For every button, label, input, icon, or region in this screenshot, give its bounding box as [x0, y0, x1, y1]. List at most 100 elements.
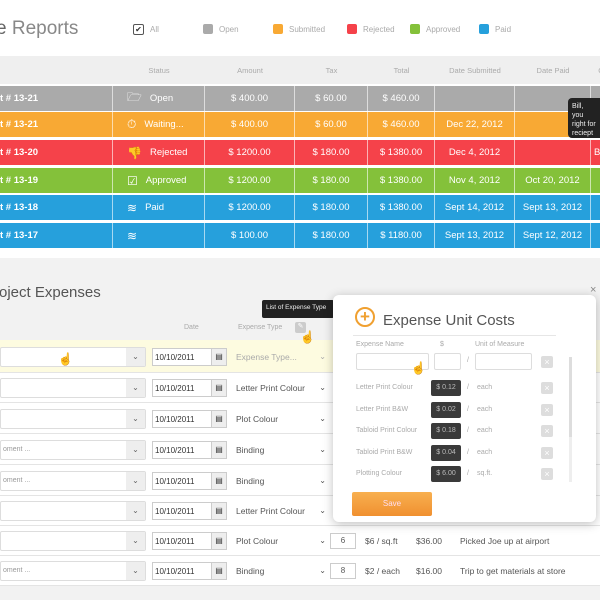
report-name[interactable]: t # 13-21 — [0, 86, 113, 111]
expense-type-select[interactable]: Expense Type... ⌄ — [236, 351, 326, 362]
remove-item-button[interactable]: × — [541, 468, 553, 480]
save-button[interactable]: Save — [352, 492, 432, 516]
edit-expense-types-icon[interactable]: ✎ — [295, 322, 306, 333]
chevron-down-icon[interactable]: ⌄ — [126, 379, 145, 397]
expense-type-select[interactable]: Plot Colour ⌄ — [236, 536, 326, 546]
column-header[interactable]: C — [591, 66, 600, 75]
report-row[interactable]: t # 13-18 ≋ Paid $ 1200.00 $ 180.00 $ 1380.0… — [0, 195, 600, 220]
date-input[interactable]: 10/10/2011 ▤ — [152, 532, 227, 550]
quantity-input[interactable]: 6 — [330, 533, 356, 549]
project-select[interactable]: oment ... ⌄ — [0, 439, 146, 460]
calendar-icon[interactable]: ▤ — [211, 563, 226, 579]
rate: $2 / each — [365, 566, 400, 576]
price-value[interactable]: $ 0.18 — [431, 423, 461, 439]
legend-filter-approved[interactable]: Approved — [410, 24, 460, 34]
status-swatch — [347, 24, 357, 34]
chevron-down-icon[interactable]: ⌄ — [126, 562, 145, 580]
cell-tax: $ 60.00 — [295, 86, 368, 111]
remove-item-button[interactable]: × — [541, 425, 553, 437]
date-input[interactable]: 10/10/2011 ▤ — [152, 440, 227, 459]
column-header[interactable]: Date Submitted — [449, 66, 501, 75]
date-input[interactable]: 10/10/2011 ▤ — [152, 409, 227, 428]
expense-type-select[interactable]: Binding ⌄ — [236, 475, 326, 486]
price-value[interactable]: $ 0.04 — [431, 444, 461, 461]
report-row[interactable]: t # 13-19 ☑ Approved $ 1200.00 $ 180.00 $ 13… — [0, 168, 600, 193]
remove-item-button[interactable]: × — [541, 403, 553, 416]
column-header[interactable]: Date Paid — [536, 66, 570, 75]
expense-row: oment ... ⌄ 10/10/2011 ▤ Binding ⌄ 8 $2 / e… — [0, 556, 600, 586]
chevron-down-icon[interactable]: ⌄ — [126, 347, 145, 366]
project-select[interactable]: oment ... ⌄ — [0, 470, 146, 491]
scrollbar[interactable] — [569, 357, 572, 482]
calendar-icon[interactable]: ▤ — [211, 472, 226, 489]
chevron-down-icon[interactable]: ⌄ — [126, 409, 145, 428]
report-row[interactable]: t # 13-21 ⏱ Waiting... $ 400.00 $ 60.00 $ 46… — [0, 112, 600, 137]
item-name: Letter Print B&W — [356, 405, 409, 413]
clear-new-button[interactable]: × — [541, 356, 553, 368]
calendar-icon[interactable]: ▤ — [211, 441, 226, 458]
date-input[interactable]: 10/10/2011 ▤ — [152, 379, 227, 397]
report-row[interactable]: t # 13-21 🗁 Open $ 400.00 $ 60.00 $ 460.00 — [0, 86, 600, 111]
legend-filter-paid[interactable]: Paid — [479, 24, 511, 34]
calendar-icon[interactable]: ▤ — [211, 380, 226, 396]
legend-filter-open[interactable]: Open — [203, 24, 239, 34]
calendar-icon[interactable]: ▤ — [211, 410, 226, 427]
report-name[interactable]: t # 13-18 — [0, 195, 113, 220]
column-header[interactable]: Amount — [237, 66, 263, 75]
project-select[interactable]: ⌄ — [0, 346, 146, 367]
expense-type-select[interactable]: Letter Print Colour ⌄ — [236, 383, 326, 393]
project-select[interactable]: ⌄ — [0, 378, 146, 398]
price-value[interactable]: $ 0.02 — [431, 401, 461, 418]
cell-tax: $ 180.00 — [295, 168, 368, 193]
column-header[interactable]: Tax — [325, 66, 338, 75]
legend-filter-all[interactable]: ✔ All — [133, 24, 159, 35]
calendar-icon[interactable]: ▤ — [211, 503, 226, 519]
project-select[interactable]: ⌄ — [0, 501, 146, 521]
expense-type-select[interactable]: Binding ⌄ — [236, 444, 326, 455]
date-input[interactable]: 10/10/2011 ▤ — [152, 562, 227, 580]
date-input[interactable]: 10/10/2011 ▤ — [152, 471, 227, 490]
description[interactable]: Picked Joe up at airport — [460, 536, 550, 546]
report-name[interactable]: t # 13-21 — [0, 112, 113, 137]
calendar-icon[interactable]: ▤ — [211, 348, 226, 365]
chevron-down-icon[interactable]: ⌄ — [126, 440, 145, 459]
project-select[interactable]: oment ... ⌄ — [0, 561, 146, 581]
cell-amount: $ 400.00 — [205, 112, 295, 137]
separator: / — [467, 384, 469, 391]
chevron-down-icon[interactable]: ⌄ — [126, 471, 145, 490]
project-select[interactable]: ⌄ — [0, 531, 146, 551]
chevron-down-icon[interactable]: ⌄ — [126, 502, 145, 520]
chevron-down-icon[interactable]: ⌄ — [126, 532, 145, 550]
report-name[interactable]: t # 13-17 — [0, 223, 113, 248]
report-row[interactable]: t # 13-20 👎 Rejected $ 1200.00 $ 180.00 $ 13… — [0, 140, 600, 165]
expense-type-select[interactable]: Binding ⌄ — [236, 566, 326, 576]
remove-item-button[interactable]: × — [541, 382, 553, 394]
column-header[interactable]: Total — [393, 66, 410, 75]
chevron-down-icon: ⌄ — [319, 475, 326, 485]
date-input[interactable]: 10/10/2011 ▤ — [152, 347, 227, 366]
close-icon[interactable]: × — [590, 284, 597, 296]
legend-filter-rejected[interactable]: Rejected — [347, 24, 395, 34]
date-input[interactable]: 10/10/2011 ▤ — [152, 502, 227, 520]
price-value[interactable]: $ 6.00 — [431, 466, 461, 482]
legend-filter-submitted[interactable]: Submitted — [273, 24, 325, 34]
column-header[interactable]: Status — [148, 66, 170, 75]
col-expense-type: Expense Type — [238, 324, 283, 331]
expense-name-input[interactable] — [356, 353, 429, 370]
report-name[interactable]: t # 13-20 — [0, 140, 113, 165]
quantity-input[interactable]: 8 — [330, 563, 356, 579]
report-name[interactable]: t # 13-19 — [0, 168, 113, 193]
description[interactable]: Trip to get materials at store — [460, 566, 566, 576]
unit-input[interactable] — [475, 353, 532, 370]
checkbox-icon[interactable]: ✔ — [133, 24, 144, 35]
calendar-icon[interactable]: ▤ — [211, 533, 226, 549]
expense-type-select[interactable]: Plot Colour ⌄ — [236, 413, 326, 424]
expense-type-select[interactable]: Letter Print Colour ⌄ — [236, 506, 326, 516]
project-select[interactable]: ⌄ — [0, 408, 146, 429]
price-value[interactable]: $ 0.12 — [431, 380, 461, 396]
remove-item-button[interactable]: × — [541, 446, 553, 459]
add-circle-icon[interactable]: + — [355, 307, 375, 327]
price-input[interactable] — [434, 353, 461, 370]
cell-tax: $ 60.00 — [295, 112, 368, 137]
report-row[interactable]: t # 13-17 ≋ $ 100.00 $ 180.00 $ 1180.00 Sept… — [0, 223, 600, 248]
